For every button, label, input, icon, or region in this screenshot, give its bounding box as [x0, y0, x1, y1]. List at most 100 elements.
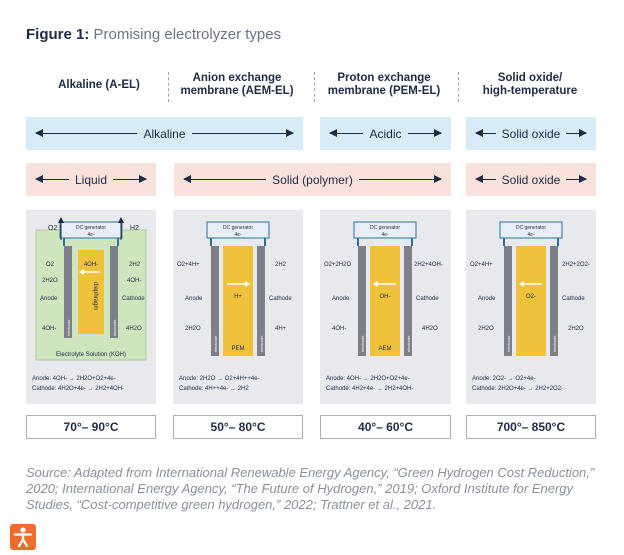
anode-equation: Anode: 2O2- → O2+4e-	[472, 376, 536, 382]
species-label: 4H2O	[422, 326, 438, 332]
membrane-label: AEM	[378, 346, 391, 352]
electrode-label: electrode	[360, 335, 365, 352]
heading-line: Proton exchange	[337, 72, 431, 84]
cathode-label: Cathode	[269, 296, 292, 302]
species-label: O2+4H+	[470, 262, 493, 268]
dc-generator-label: DC generator	[370, 225, 400, 231]
electrode-label: electrode	[552, 335, 557, 352]
band-label: Solid oxide	[495, 126, 567, 141]
heading-line: Alkaline (A-EL)	[58, 79, 140, 91]
electrode-label: electrode	[259, 335, 264, 352]
electron-label: 4e-	[87, 232, 95, 238]
pem-cell-diagram: DC generator 4e- O2+2H2O Anode 4OH- 2H2+…	[324, 221, 443, 392]
arrow-left-icon	[519, 281, 524, 287]
cathode-label: Cathode	[562, 296, 585, 302]
species-label: 4H+	[275, 326, 287, 332]
species-label: O2+4H+	[177, 262, 200, 268]
heading-line: high-temperature	[482, 85, 578, 97]
species-label: 2H2	[129, 262, 141, 268]
electron-label: 4e-	[527, 232, 535, 238]
figure-subtitle: Promising electrolyzer types	[93, 26, 282, 43]
ion-label: H+	[234, 294, 242, 300]
source-note: Source: Adapted from International Renew…	[26, 465, 595, 512]
dc-generator	[499, 221, 563, 239]
cathode-equation: Cathode: 4H++4e- → 2H2	[179, 386, 249, 392]
species-label: 4OH-	[127, 278, 141, 284]
solid-oxide-electrolyte	[516, 246, 546, 356]
electron-label: 4e-	[381, 232, 389, 238]
band-label: Acidic	[363, 126, 408, 141]
arrow-up-icon	[118, 217, 124, 223]
band-label: Solid oxide	[495, 172, 567, 187]
species-label: O2	[46, 262, 55, 268]
cathode-equation: Cathode: 4H2O+4e- → 2H2+4OH-	[32, 386, 124, 392]
column-heading-solid-oxide: Solid oxide/ high-temperature	[457, 72, 603, 98]
cathode-equation: Cathode: 4H2+4e- → 2H2+4OH-	[326, 386, 413, 392]
heading-line: membrane (AEM-EL)	[180, 85, 294, 97]
band-solid-oxide-electrolyte: Solid oxide	[466, 163, 596, 196]
dc-generator-label: DC generator	[76, 225, 106, 231]
membrane-label: PEM	[231, 346, 244, 352]
electrode-label: electrode	[66, 319, 71, 336]
arrow-up-icon	[58, 217, 64, 223]
band-solid-polymer: Solid (polymer)	[174, 163, 451, 196]
anode-label: Anode	[40, 296, 58, 302]
species-label: 2H2O	[568, 326, 584, 332]
aem-cell-diagram: DC generator 4e- O2+4H+ Anode 2H2O 2H2 C…	[177, 221, 292, 392]
electrolyte-label: Electrolyte Solution (KOH)	[56, 352, 126, 358]
membrane	[370, 246, 400, 356]
accessibility-icon[interactable]	[10, 524, 36, 550]
anode-equation: Anode: 4OH- → 2H2O+O2+4e-	[326, 376, 410, 382]
band-acidic: Acidic	[320, 117, 451, 150]
dc-generator	[353, 221, 417, 239]
cell-panel-alkaline: DC generator 4e- O2 H2 O2 2H2O Anode 4OH…	[26, 210, 156, 404]
column-heading-pem: Proton exchange membrane (PEM-EL)	[311, 72, 457, 98]
species-label: 2H2O	[478, 326, 494, 332]
diaphragm	[78, 250, 104, 334]
species-label: 2H2	[275, 262, 287, 268]
o2-output-label: O2	[48, 225, 57, 232]
cell-panel-aem: DC generator 4e- O2+4H+ Anode 2H2O 2H2 C…	[173, 210, 303, 404]
species-label: O2+2H2O	[324, 262, 352, 268]
temperature-alkaline: 70°– 90°C	[26, 415, 156, 439]
cell-panel-pem: DC generator 4e- O2+2H2O Anode 4OH- 2H2+…	[320, 210, 451, 404]
cathode-equation: Cathode: 2H2O+4e- → 2H2+2O2-	[472, 386, 563, 392]
anode-electrode	[358, 246, 366, 356]
electrode-label: electrode	[213, 335, 218, 352]
species-label: 2H2O	[185, 326, 201, 332]
species-label: 2H2+4OH-	[414, 262, 443, 268]
ion-label: OH-	[380, 294, 391, 300]
species-label: 2H2O	[42, 278, 58, 284]
band-alkaline: Alkaline	[26, 117, 303, 150]
temperature-solid-oxide: 700°– 850°C	[466, 415, 596, 439]
band-label: Solid (polymer)	[266, 172, 359, 187]
accessibility-figure-icon	[13, 527, 33, 548]
cell-panel-solid-oxide: DC generator 4e- O2+4H+ Anode 2H2O 2H2+2…	[466, 210, 596, 404]
electrode-label: electrode	[506, 335, 511, 352]
electrode-label: electrode	[406, 335, 411, 352]
heading-line: Anion exchange	[192, 72, 282, 84]
anode-equation: Anode: 2H2O → O2+4H++4e-	[179, 376, 260, 382]
anode-label: Anode	[185, 296, 203, 302]
band-label: Alkaline	[137, 126, 192, 141]
figure-label: Figure 1:	[26, 26, 90, 43]
dc-generator-label: DC generator	[223, 225, 253, 231]
species-label: 2H2+2O2-	[562, 262, 590, 268]
anode-electrode	[504, 246, 512, 356]
column-heading-aem: Anion exchange membrane (AEM-EL)	[164, 72, 310, 98]
band-label: Liquid	[68, 172, 114, 187]
species-label: 4H2O	[126, 326, 142, 332]
dc-generator	[59, 221, 123, 239]
anode-equation: Anode: 4OH- → 2H2O+O2+4e-	[32, 376, 116, 382]
anode-label: Anode	[332, 296, 350, 302]
ion-label: 4OH-	[84, 262, 98, 268]
ion-label: O2-	[526, 294, 536, 300]
cathode-electrode	[550, 246, 558, 356]
anode-electrode	[211, 246, 219, 356]
dc-generator	[206, 221, 270, 239]
heading-line: membrane (PEM-EL)	[327, 85, 441, 97]
cathode-label: Cathode	[416, 296, 439, 302]
h2-output-label: H2	[130, 225, 139, 232]
band-solid-oxide-medium: Solid oxide	[466, 117, 596, 150]
temperature-pem: 40°– 60°C	[320, 415, 451, 439]
